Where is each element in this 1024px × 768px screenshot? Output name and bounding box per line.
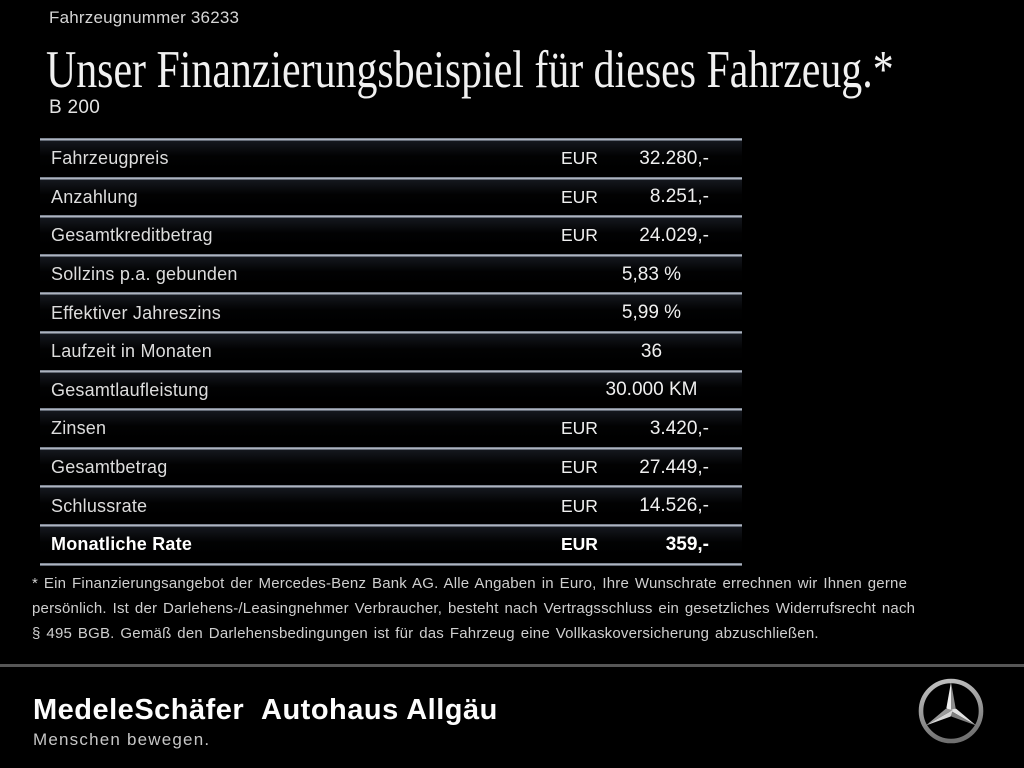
row-separator: [40, 408, 742, 412]
dealer-logo-2: Autohaus Allgäu: [261, 694, 498, 726]
row-label: Laufzeit in Monaten: [51, 341, 212, 362]
footnote-line: * Ein Finanzierungsangebot der Mercedes-…: [32, 575, 908, 592]
row-amount: 32.280,-: [639, 147, 709, 169]
footnote-line: persönlich. Ist der Darlehens-/Leasingne…: [32, 600, 916, 617]
row-value-group: EUR 32.280,-: [561, 148, 742, 170]
row-label: Zinsen: [51, 418, 107, 439]
row-amount: 24.029,-: [639, 224, 709, 246]
row-content: Schlussrate EUR 14.526,-: [40, 488, 742, 524]
row-content: Zinsen EUR 3.420,-: [40, 411, 742, 447]
dealer-tagline: Menschen bewegen.: [33, 730, 211, 749]
row-value-group: 36: [561, 341, 742, 363]
row-value-group: EUR 359,-: [561, 534, 742, 556]
row-content: Gesamtkreditbetrag EUR 24.029,-: [40, 218, 742, 254]
row-content: Fahrzeugpreis EUR 32.280,-: [40, 141, 742, 177]
row-amount: 5,99 %: [621, 302, 682, 324]
table-row: Effektiver Jahreszins 5,99 %: [40, 292, 742, 331]
row-currency: EUR: [561, 225, 598, 246]
row-content: Anzahlung EUR 8.251,-: [40, 179, 742, 216]
row-label: Effektiver Jahreszins: [51, 302, 221, 323]
mercedes-star-icon: [918, 678, 984, 744]
row-separator: [40, 253, 742, 257]
dealer-logo: MedeleSchäfer: [33, 694, 245, 726]
row-value-group: 5,83 %: [561, 264, 742, 286]
row-label: Sollzins p.a. gebunden: [51, 264, 238, 285]
row-separator: [40, 485, 742, 489]
row-label: Gesamtlaufleistung: [51, 379, 209, 400]
row-separator: [40, 523, 742, 527]
row-content: Sollzins p.a. gebunden 5,83 %: [40, 256, 742, 293]
row-currency: EUR: [561, 148, 598, 169]
row-amount: 14.526,-: [639, 495, 709, 517]
row-separator: [40, 176, 742, 180]
row-amount: 30.000 KM: [605, 379, 698, 401]
table-row: Anzahlung EUR 8.251,-: [40, 176, 742, 216]
vehicle-model: B 200: [49, 97, 101, 118]
row-value-group: EUR 27.449,-: [561, 457, 742, 479]
table-row: Gesamtlaufleistung 30.000 KM: [40, 369, 742, 409]
row-amount: 8.251,-: [649, 186, 709, 208]
row-value-group: 30.000 KM: [561, 379, 742, 401]
row-content: Gesamtbetrag EUR 27.449,-: [40, 449, 742, 486]
table-row: Fahrzeugpreis EUR 32.280,-: [40, 138, 742, 177]
row-separator: [40, 215, 742, 219]
row-amount: 5,83 %: [621, 263, 682, 285]
row-label: Anzahlung: [51, 186, 138, 207]
row-content: Effektiver Jahreszins 5,99 %: [40, 295, 742, 331]
row-amount: 27.449,-: [639, 456, 709, 478]
row-value-group: EUR 14.526,-: [561, 495, 742, 517]
table-row: Sollzins p.a. gebunden 5,83 %: [40, 253, 742, 293]
star-arms: [925, 682, 977, 726]
row-label: Fahrzeugpreis: [51, 148, 169, 169]
row-amount: 359,-: [665, 533, 709, 555]
table-row: Gesamtbetrag EUR 27.449,-: [40, 446, 742, 486]
table-row: Zinsen EUR 3.420,-: [40, 408, 742, 447]
finance-table: Fahrzeugpreis EUR 32.280,- Anzahlung EUR 8.25…: [40, 138, 742, 566]
row-label: Schlussrate: [51, 495, 148, 516]
row-label: Gesamtbetrag: [51, 457, 168, 478]
row-amount: 36: [640, 340, 663, 362]
row-content: Gesamtlaufleistung 30.000 KM: [40, 372, 742, 409]
page-title: Unser Finanzierungsbeispiel für dieses F…: [46, 41, 894, 99]
row-currency: EUR: [561, 186, 598, 207]
row-value-group: 5,99 %: [561, 302, 742, 324]
row-separator: [40, 446, 742, 450]
vehicle-number: Fahrzeugnummer 36233: [49, 8, 240, 27]
table-row: Laufzeit in Monaten 36: [40, 330, 742, 370]
row-content: Laufzeit in Monaten 36: [40, 333, 742, 370]
row-label: Monatliche Rate: [51, 534, 193, 555]
table-bottom-separator: [40, 562, 742, 566]
row-separator: [40, 330, 742, 334]
footnote: * Ein Finanzierungsangebot der Mercedes-…: [32, 571, 982, 646]
row-separator: [40, 369, 742, 373]
row-currency: EUR: [561, 495, 598, 516]
row-separator: [40, 292, 742, 296]
row-content: Monatliche Rate EUR 359,-: [40, 526, 742, 563]
row-label: Gesamtkreditbetrag: [51, 225, 213, 246]
table-row: Schlussrate EUR 14.526,-: [40, 485, 742, 524]
row-value-group: EUR 24.029,-: [561, 225, 742, 247]
footnote-line: § 495 BGB. Gemäß den Darlehensbedingunge…: [32, 625, 819, 642]
row-amount: 3.420,-: [649, 417, 709, 439]
row-currency: EUR: [561, 457, 598, 478]
row-value-group: EUR 8.251,-: [561, 186, 742, 208]
row-currency: EUR: [561, 418, 598, 439]
row-value-group: EUR 3.420,-: [561, 418, 742, 440]
row-currency: EUR: [561, 534, 598, 555]
table-row: Monatliche Rate EUR 359,-: [40, 523, 742, 563]
footer-divider: [0, 664, 1024, 667]
table-row: Gesamtkreditbetrag EUR 24.029,-: [40, 215, 742, 254]
row-separator: [40, 138, 742, 141]
